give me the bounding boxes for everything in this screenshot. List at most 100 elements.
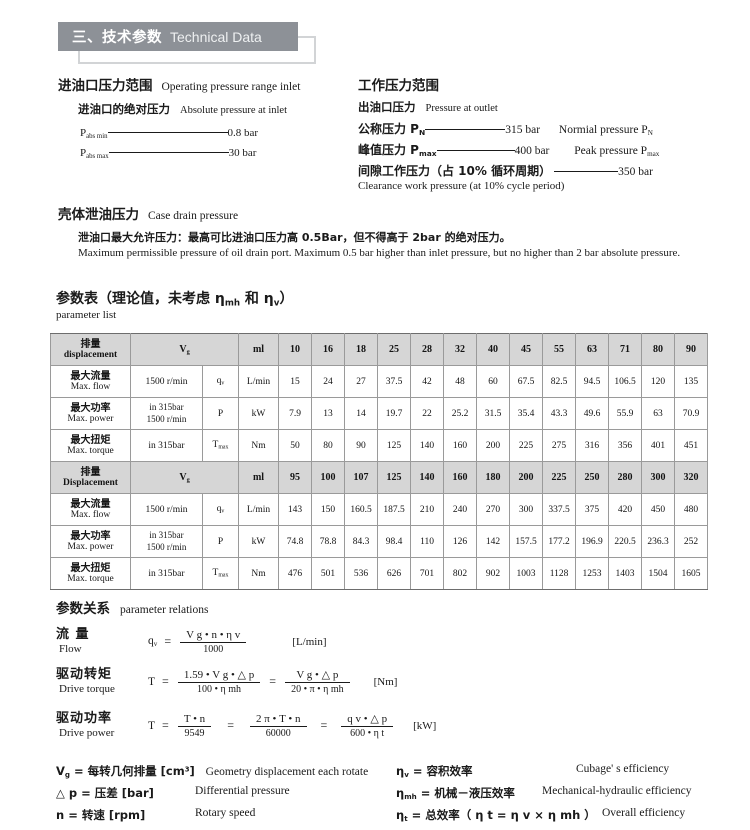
row-value-cell: 125 [377, 429, 412, 462]
inlet-subheading: 进油口的绝对压力 Absolute pressure at inlet [78, 100, 287, 118]
row-value-cell: 240 [443, 493, 478, 526]
row-value-cell: 316 [575, 429, 610, 462]
row-value-cell: 1403 [608, 557, 643, 590]
table-row: 最大扭矩 Max. torque in 315bar Tmax Nm 50 80 90 125 1… [50, 429, 709, 462]
power-denominator-1: 9549 [177, 725, 212, 739]
displacement-value-cell: 107 [344, 461, 379, 494]
row-value-cell: 27 [344, 365, 379, 398]
row-condition-cell: 1500 r/min [130, 493, 203, 526]
displacement-value-cell: 90 [674, 333, 709, 366]
displacement-value-cell: 300 [641, 461, 676, 494]
peak-label-cn: 峰值压力 Pmax [358, 143, 437, 159]
row-value-cell: 82.5 [542, 365, 577, 398]
power-label-en: Drive power [59, 726, 115, 739]
table-row: 最大流量 Max. flow 1500 r/min qv L/min 15 24 27 37.5… [50, 365, 709, 398]
banner-title-en: Technical Data [170, 28, 262, 45]
row-value-cell: 450 [641, 493, 676, 526]
row-value-cell: 337.5 [542, 493, 577, 526]
row-value-cell: 24 [311, 365, 346, 398]
row-value-cell: 200 [476, 429, 511, 462]
row-value-cell: 225 [509, 429, 544, 462]
inlet-heading: 进油口压力范围 Operating pressure range inlet [58, 74, 300, 95]
inlet-max-symbol: Pabs max [80, 147, 109, 160]
torque-equals-1: = [162, 674, 169, 689]
displacement-value-cell: 320 [674, 461, 709, 494]
drain-heading-cn: 壳体泄油压力 [58, 207, 139, 223]
row-value-cell: 160 [443, 429, 478, 462]
row-value-cell: 187.5 [377, 493, 412, 526]
row-value-cell: 401 [641, 429, 676, 462]
formula-flow: 流 量 Flow qv = V g • n • η v 1000 [L/min] [56, 627, 327, 656]
row-value-cell: 476 [278, 557, 313, 590]
inlet-row-min: Pabs min 0.8 bar [80, 127, 258, 140]
displacement-value-cell: 45 [509, 333, 544, 366]
peak-leader [436, 150, 515, 151]
glossary-right-desc-1: Mechanical-hydraulic efficiency [542, 785, 692, 797]
row-unit-cell: L/min [238, 493, 280, 526]
row-value-cell: 210 [410, 493, 445, 526]
row-value-cell: 300 [509, 493, 544, 526]
glossary-right-desc-2: Overall efficiency [602, 807, 686, 819]
row-value-cell: 106.5 [608, 365, 643, 398]
power-denominator-2: 60000 [249, 725, 307, 739]
row-label-en: Max. flow [70, 509, 111, 520]
displacement-value-cell: 10 [278, 333, 313, 366]
flow-unit: [L/min] [292, 635, 327, 648]
row-condition-line: 1500 r/min [146, 413, 187, 424]
row-value-cell: 451 [674, 429, 709, 462]
row-value-cell: 14 [344, 397, 379, 430]
row-value-cell: 110 [410, 525, 445, 558]
row-condition-line: 1500 r/min [145, 504, 188, 515]
torque-label: 驱动转矩 Drive torque [56, 667, 148, 696]
row-value-cell: 1128 [542, 557, 577, 590]
row-value-cell: 356 [608, 429, 643, 462]
nominal-label-en: Normial pressure PN [558, 124, 653, 137]
row-value-cell: 150 [311, 493, 346, 526]
inlet-max-subscript: abs max [86, 152, 109, 160]
row-unit-cell: kW [238, 397, 280, 430]
row-condition-line: in 315bar [148, 568, 185, 579]
row-condition-line: in 315bar [149, 402, 184, 413]
glossary-left-desc-0: Geometry displacement each rotate [205, 766, 369, 778]
row-value-cell: 142 [476, 525, 511, 558]
inlet-min-symbol: Pabs min [80, 127, 108, 140]
glossary-left-desc-2: Rotary speed [195, 807, 256, 819]
displacement-unit-cell: ml [238, 333, 280, 366]
row-value-cell: 196.9 [575, 525, 610, 558]
row-label-cell: 最大流量 Max. flow [50, 365, 131, 398]
displacement-label-en: displacement [63, 349, 118, 360]
row-unit-cell: kW [238, 525, 280, 558]
displacement-label-cn: 排量 [80, 338, 101, 350]
torque-fraction-2: V g • △ p 20 • π • η mh [285, 668, 350, 695]
displacement-value-cell: 280 [608, 461, 643, 494]
row-value-cell: 1003 [509, 557, 544, 590]
flow-numerator: V g • n • η v [186, 628, 241, 641]
inlet-min-leader [107, 132, 228, 133]
row-unit-cell: Nm [238, 557, 280, 590]
row-label-cn: 最大扭矩 [70, 434, 111, 446]
banner-title-cn: 三、技术参数 [72, 30, 162, 46]
clearance-value: 350 bar [618, 166, 653, 178]
row-symbol-cell: Tmax [201, 557, 240, 590]
row-label-cn: 最大扭矩 [70, 562, 111, 574]
row-condition-cell: in 315bar 1500 r/min [130, 397, 203, 430]
power-unit: [kW] [413, 719, 437, 732]
row-value-cell: 37.5 [377, 365, 412, 398]
displacement-label-en: Displacement [63, 477, 118, 488]
row-value-cell: 19.7 [377, 397, 412, 430]
drain-note-cn: 泄油口最大允许压力：最高可比进油口压力高 0.5Bar，但不得高于 2bar 的… [78, 231, 511, 244]
row-unit-cell: Nm [238, 429, 280, 462]
row-label-cell: 最大扭矩 Max. torque [50, 557, 131, 590]
row-condition-cell: in 315bar [130, 557, 203, 590]
row-symbol-cell: Tmax [201, 429, 240, 462]
power-numerator-3: q v • △ p [347, 713, 388, 726]
displacement-value-cell: 100 [311, 461, 346, 494]
displacement-value-cell: 180 [476, 461, 511, 494]
row-value-cell: 220.5 [608, 525, 643, 558]
power-equals-3: = [320, 718, 328, 733]
clearance-label-cn: 间隙工作压力（占 10% 循环周期） [358, 164, 552, 178]
outlet-row-clearance: 间隙工作压力（占 10% 循环周期） 350 bar [358, 162, 653, 179]
row-value-cell: 50 [278, 429, 313, 462]
row-condition-cell: 1500 r/min [130, 365, 203, 398]
